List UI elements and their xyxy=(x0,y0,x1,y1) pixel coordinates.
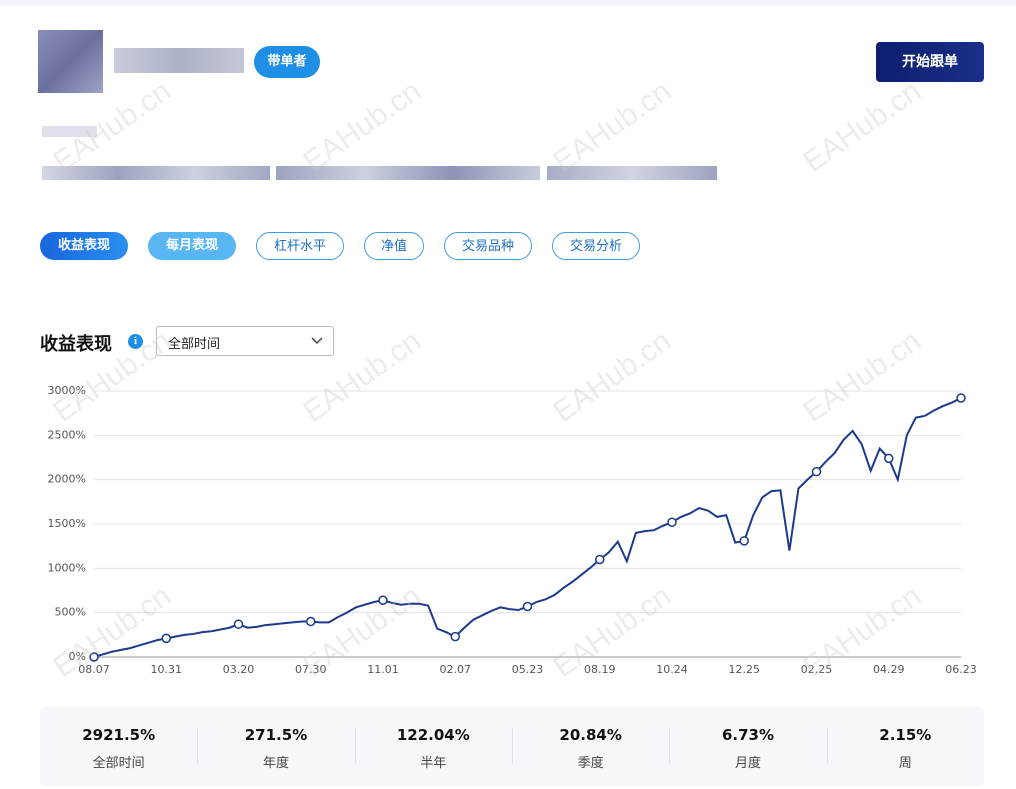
blurred-text xyxy=(42,126,97,137)
x-tick-label: 05.23 xyxy=(512,663,544,676)
point-marker xyxy=(522,601,533,612)
tab[interactable]: 交易品种 xyxy=(444,232,532,260)
tab[interactable]: 收益表现 xyxy=(40,232,128,260)
stat-value: 2921.5% xyxy=(82,726,156,744)
stat-label: 周 xyxy=(898,756,912,771)
stat-value: 271.5% xyxy=(244,726,308,744)
blurred-text xyxy=(42,166,270,180)
x-tick-label: 07.30 xyxy=(295,663,327,676)
divider xyxy=(197,728,199,764)
stat-value: 20.84% xyxy=(559,726,622,744)
x-tick-label: 02.07 xyxy=(440,663,472,676)
stat: 2.15% 周 xyxy=(827,706,984,786)
x-tick-label: 10.31 xyxy=(151,663,183,676)
point-marker xyxy=(89,652,99,662)
point-marker xyxy=(739,536,749,546)
stat-label: 月度 xyxy=(734,756,761,771)
section-title: 收益表现 xyxy=(40,334,112,355)
x-tick-label: 02.25 xyxy=(801,663,833,676)
y-tick-label: 500% xyxy=(55,606,86,619)
stat-value: 2.15% xyxy=(879,726,932,744)
avatar xyxy=(38,30,103,93)
x-tick-label: 04.29 xyxy=(873,663,905,676)
x-tick-label: 06.23 xyxy=(945,663,977,676)
divider xyxy=(354,728,356,764)
tab[interactable]: 每月表现 xyxy=(148,232,236,260)
series-line xyxy=(93,397,962,658)
y-tick-label: 1500% xyxy=(48,517,86,530)
stat-value: 6.73% xyxy=(721,726,775,744)
point-marker xyxy=(595,554,605,565)
stat: 20.84% 季度 xyxy=(512,706,669,786)
divider xyxy=(512,728,513,764)
y-tick-label: 1000% xyxy=(48,561,86,574)
watermark: EAHub.cn xyxy=(797,74,928,179)
follow-button[interactable]: 开始跟单 xyxy=(876,42,984,82)
info-icon[interactable]: i xyxy=(128,334,143,349)
point-marker xyxy=(811,466,822,477)
stat: 122.04% 半年 xyxy=(355,706,512,786)
top-strip xyxy=(0,0,1016,6)
y-tick-label: 2000% xyxy=(48,473,86,486)
point-marker xyxy=(161,633,171,644)
period-select[interactable]: 全部时间 xyxy=(156,326,334,356)
y-tick-label: 3000% xyxy=(48,384,86,397)
x-tick-label: 08.07 xyxy=(78,663,110,676)
point-marker xyxy=(306,616,316,627)
y-tick-label: 2500% xyxy=(48,428,86,441)
tab[interactable]: 杠杆水平 xyxy=(256,232,344,260)
select-value: 全部时间 xyxy=(168,337,221,352)
tab[interactable]: 净值 xyxy=(364,232,424,260)
stat-label: 年度 xyxy=(262,756,289,771)
x-tick-label: 03.20 xyxy=(223,663,255,676)
tab[interactable]: 交易分析 xyxy=(552,232,640,260)
point-marker xyxy=(233,619,244,629)
role-badge: 带单者 xyxy=(254,46,320,78)
chart: 0% 500% 1000% 1500% 2000% 2500% 3000% 08.07 10.3… xyxy=(48,384,977,676)
chevron xyxy=(311,337,323,345)
x-tick-label: 11.01 xyxy=(367,663,399,676)
point-marker xyxy=(450,631,460,642)
divider xyxy=(669,728,671,764)
watermark: EAHub.cn xyxy=(297,74,428,179)
x-tick-label: 08.19 xyxy=(584,663,616,676)
divider xyxy=(826,728,828,764)
x-tick-label: 12.25 xyxy=(729,663,761,676)
x-tick-label: 10.24 xyxy=(656,663,688,676)
y-tick-label: 0% xyxy=(69,650,86,663)
stat-label: 季度 xyxy=(577,756,604,771)
stat: 271.5% 年度 xyxy=(197,706,354,786)
stat-label: 全部时间 xyxy=(92,756,145,771)
stat: 2921.5% 全部时间 xyxy=(40,706,197,786)
user-name-blurred xyxy=(114,48,244,73)
watermark: EAHub.cn xyxy=(547,74,678,179)
stat-value: 122.04% xyxy=(396,726,470,744)
blurred-text xyxy=(276,166,540,180)
blurred-text xyxy=(547,166,717,180)
point-marker xyxy=(378,595,388,606)
point-marker xyxy=(884,453,894,464)
stat-label: 半年 xyxy=(420,756,447,771)
point-marker xyxy=(667,517,677,527)
point-marker xyxy=(956,393,966,403)
stat: 6.73% 月度 xyxy=(669,706,826,786)
